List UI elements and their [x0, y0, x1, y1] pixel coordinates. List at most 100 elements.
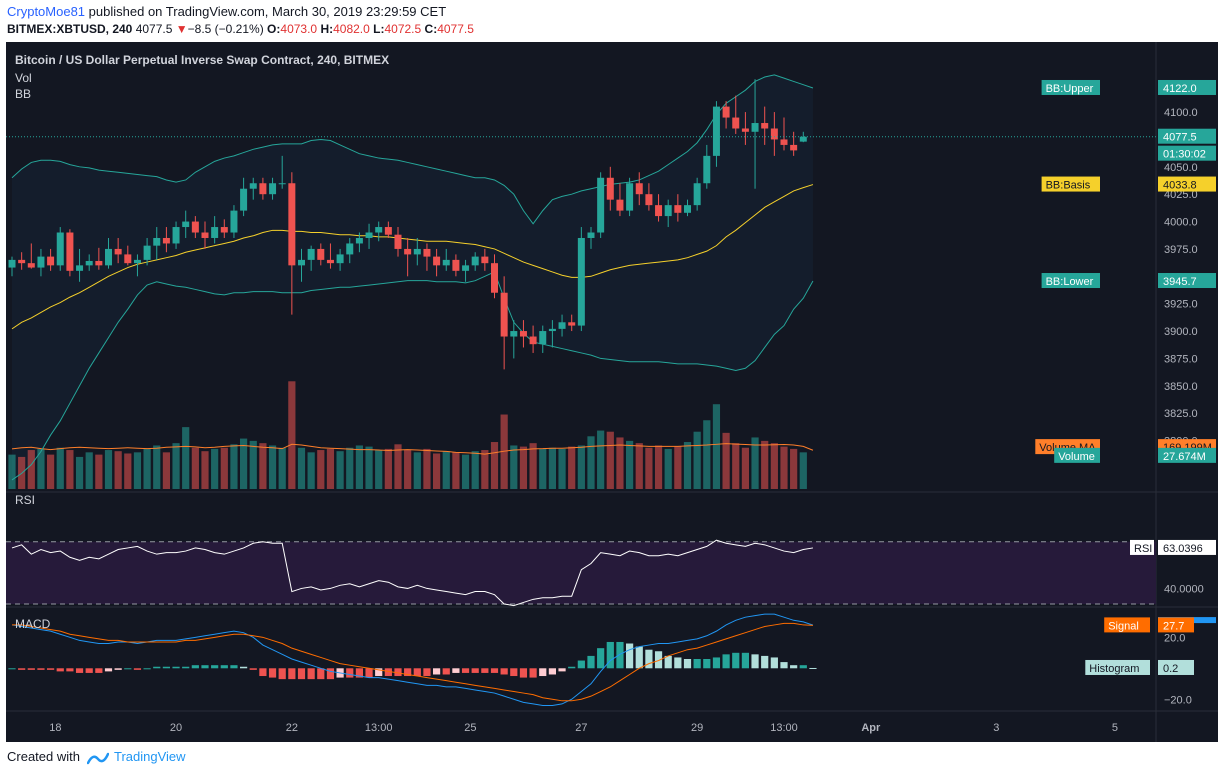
- histogram-bar: [577, 660, 585, 669]
- volume-bar: [674, 446, 682, 489]
- price-tick-label: 4025.0: [1164, 189, 1198, 201]
- histogram-bar: [95, 668, 103, 673]
- histogram-bar: [8, 668, 16, 670]
- histogram-bar: [770, 657, 778, 669]
- volume-bar: [732, 443, 740, 489]
- histogram-bar: [384, 668, 392, 677]
- rsi-line: [11, 539, 814, 607]
- histogram-bar: [114, 668, 122, 670]
- histogram-bar: [587, 655, 595, 669]
- histogram-bar: [326, 668, 335, 680]
- histogram-bar: [259, 668, 267, 677]
- candle-body: [133, 259, 141, 264]
- price-tick-label: 3875.0: [1164, 353, 1198, 365]
- candle-body: [259, 183, 267, 195]
- macd-label-name-bg: [1085, 659, 1150, 675]
- price-label-name: BB:Lower: [1046, 276, 1094, 288]
- candle-body: [288, 183, 296, 266]
- candle-body: [114, 248, 122, 255]
- candle-body: [47, 256, 55, 266]
- candle-body: [761, 123, 769, 129]
- rsi-value-label: RSI 63.0396: [1130, 539, 1216, 555]
- candle-body: [124, 254, 132, 264]
- histogram-bar: [741, 652, 749, 669]
- histogram-bar: [674, 657, 682, 669]
- x-tick-label: 13:00: [365, 722, 393, 734]
- price-chart[interactable]: 4100.04075.04050.04025.04000.03975.03950…: [6, 42, 1218, 742]
- candle-body: [770, 128, 778, 140]
- volume-bar: [182, 427, 190, 489]
- candle-body: [307, 248, 315, 260]
- histogram-bar: [365, 668, 373, 678]
- histogram-bar: [394, 668, 402, 677]
- price-label: BB:Lower 3945.7: [1041, 273, 1216, 289]
- histogram-bar: [268, 668, 277, 678]
- volume-bar: [230, 444, 238, 489]
- candle-body: [27, 263, 35, 268]
- volume-bar: [384, 448, 392, 489]
- histogram-bar: [375, 668, 383, 677]
- candle-body: [635, 183, 643, 195]
- candle-body: [240, 188, 248, 211]
- price-label: Volume 27.674M: [1054, 447, 1216, 463]
- candle-body: [153, 237, 161, 246]
- candle-body: [211, 227, 219, 238]
- histogram-bar: [85, 668, 93, 673]
- histogram-bar: [693, 659, 701, 669]
- volume-bar: [597, 430, 605, 489]
- candle-body: [510, 331, 518, 337]
- histogram-bar: [751, 654, 759, 669]
- last-price: 4077.5: [135, 22, 173, 36]
- histogram-bar: [153, 666, 161, 669]
- candle-body: [645, 194, 653, 206]
- histogram-bar: [471, 668, 479, 673]
- volume-bar: [365, 446, 373, 489]
- histogram-bar: [230, 665, 238, 669]
- histogram-bar: [712, 657, 721, 669]
- histogram-bar: [664, 655, 672, 669]
- price-label-name: BB:Upper: [1046, 83, 1094, 95]
- volume-bar: [490, 442, 499, 489]
- low-label: L:: [373, 22, 385, 36]
- candle-body: [317, 248, 325, 260]
- candle-body: [548, 328, 556, 332]
- author-link[interactable]: CryptoMoe81: [7, 4, 86, 19]
- volume-bar: [442, 451, 450, 489]
- published-text: published on TradingView.com, March 30, …: [88, 4, 447, 19]
- histogram-bar: [519, 668, 528, 678]
- histogram-bar: [732, 652, 740, 669]
- candle-body: [616, 199, 624, 211]
- candle-body: [76, 265, 84, 271]
- candle-body: [172, 227, 180, 244]
- candle-body: [790, 144, 798, 151]
- histogram-bar: [703, 659, 711, 669]
- tradingview-link[interactable]: TradingView: [114, 749, 186, 764]
- volume-bar: [124, 453, 132, 489]
- volume-bar: [780, 446, 788, 489]
- volume-bar: [133, 452, 142, 489]
- candle-body: [404, 248, 412, 255]
- rsi-band-fill: [6, 541, 1156, 604]
- price-tick-label: 3900.0: [1164, 326, 1198, 338]
- histogram-bar: [558, 668, 566, 672]
- rsi-legend: RSI: [15, 493, 35, 507]
- close-value: 4077.5: [437, 22, 474, 36]
- volume-bar: [317, 450, 325, 489]
- candle-body: [143, 245, 151, 260]
- volume-bar: [481, 450, 489, 489]
- price-label: 01:30:02: [1158, 145, 1216, 161]
- candle-body: [799, 136, 807, 142]
- candle-body: [8, 259, 16, 268]
- candle-body: [326, 259, 334, 264]
- bb-fill: [12, 74, 813, 480]
- volume-bar: [143, 448, 151, 489]
- volume-bar: [153, 445, 161, 489]
- histogram-bar: [529, 668, 537, 678]
- price-label-value-bg: [1158, 176, 1216, 192]
- price-tick-label: 3925.0: [1164, 299, 1198, 311]
- volume-bar: [307, 452, 315, 489]
- volume-bar: [85, 452, 93, 489]
- histogram-bar: [75, 668, 84, 673]
- histogram-bar: [761, 655, 769, 669]
- rsi-label-name: RSI: [1134, 543, 1152, 555]
